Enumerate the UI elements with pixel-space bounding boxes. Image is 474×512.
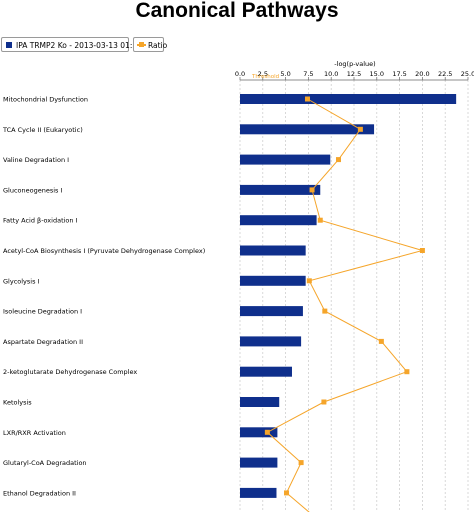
x-tick-label: 20.0 [415,70,429,78]
ratio-point [306,278,312,284]
bar [240,427,278,438]
chart-title: Canonical Pathways [135,0,339,22]
bar [240,336,302,347]
bar [240,94,457,104]
ratio-point [317,217,323,223]
category-label: Acetyl-CoA Biosynthesis I (Pyruvate Dehy… [3,247,205,255]
ratio-point [309,187,315,193]
legend-marker-swatch [139,42,144,47]
x-tick-label: 17.5 [392,70,406,78]
legend-item-series-2[interactable]: Ratio [133,37,168,52]
x-tick-label: 12.5 [347,70,361,78]
ratio-point [419,248,425,253]
ratio-point [284,490,290,496]
ratio-point [304,96,310,102]
bar [240,245,306,256]
category-label: Mitochondrial Dysfunction [3,96,88,104]
category-label: 2-ketoglutarate Dehydrogenase Complex [3,368,137,376]
bar [240,366,292,377]
x-tick-label: 5.0 [280,70,290,78]
x-tick-label: 7.5 [303,70,313,78]
category-label: Isoleucine Degradation I [3,308,82,316]
bar [240,154,331,165]
ratio-point [298,460,304,466]
x-tick-label: 25.0 [461,70,474,78]
threshold-label: Threshold [251,74,279,80]
category-label: Glutaryl-CoA Degradation [3,459,87,467]
ratio-point [264,429,270,435]
legend-label-series-1: IPA TRMP2 Ko - 2013-03-13 01:53 AM [16,41,156,50]
bar [240,275,306,286]
category-label: Valine Degradation I [3,156,69,164]
ratio-point [322,308,328,314]
bar [240,397,280,407]
ratio-point [357,126,363,132]
ratio-point [321,399,327,405]
bar [240,184,321,195]
category-label: Ethanol Degradation II [3,489,76,497]
category-label: TCA Cycle II (Eukaryotic) [2,126,83,134]
legend-label-series-2: Ratio [148,41,168,50]
bar [240,306,303,317]
x-tick-label: 15.0 [370,70,384,78]
bar [240,124,375,135]
x-tick-label: 0.0 [235,70,245,78]
x-axis-label: -log(p-value) [334,60,375,68]
bar [240,215,317,226]
ratio-point [335,157,341,163]
x-tick-label: 22.5 [438,70,452,78]
category-label: Gluconeogenesis I [3,186,62,194]
category-label: Ketolysis [3,399,32,407]
bar [240,487,277,498]
ratio-point [404,369,410,375]
x-tick-label: 10.0 [324,70,338,78]
category-label: Aspartate Degradation II [3,338,83,346]
legend-bar-swatch [6,42,12,48]
x-tick-label: 2.5 [258,70,268,78]
category-label: Glycolysis I [3,277,40,285]
legend-item-series-1[interactable]: IPA TRMP2 Ko - 2013-03-13 01:53 AM [1,37,156,52]
bar [240,457,278,468]
category-label: LXR/RXR Activation [3,429,66,437]
ratio-point [378,338,384,344]
category-label: Fatty Acid β-oxidation I [3,217,78,225]
